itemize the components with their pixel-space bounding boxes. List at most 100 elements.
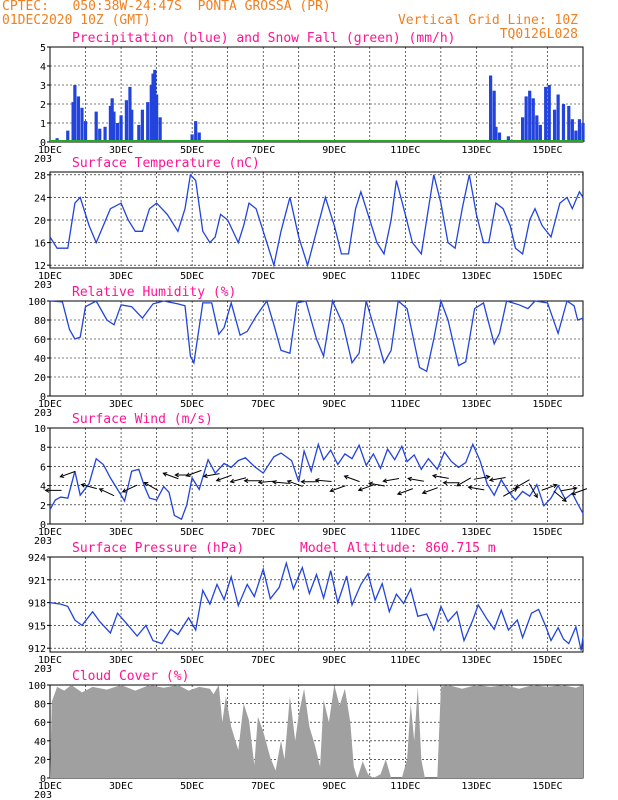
- x-tick-label: 11DEC: [390, 271, 420, 282]
- precip-bar: [497, 132, 502, 142]
- x-tick-label: 13DEC: [461, 781, 491, 792]
- x-tick-label: 15DEC: [532, 271, 562, 282]
- wind-arrow: [143, 482, 159, 491]
- x-year-label: 203: [34, 280, 52, 291]
- wind-arrow: [314, 478, 332, 483]
- precip-bar: [98, 128, 102, 142]
- x-tick-label: 13DEC: [461, 145, 491, 156]
- precip-bar: [570, 119, 574, 142]
- precip-bar: [538, 124, 542, 142]
- wind-arrow: [553, 490, 567, 502]
- x-tick-label: 3DEC: [109, 527, 133, 538]
- x-tick-label: 13DEC: [461, 655, 491, 666]
- x-tick-label: 3DEC: [109, 655, 133, 666]
- x-tick-label: 5DEC: [180, 271, 204, 282]
- y-tick-label: 2: [40, 100, 46, 111]
- y-tick-label: 2: [40, 501, 46, 512]
- y-tick-label: 60: [34, 335, 46, 346]
- humidity-frame: [49, 300, 584, 397]
- model-altitude-label: Model Altitude: 860.715 m: [300, 541, 496, 556]
- wind-arrow: [467, 485, 485, 491]
- wind-arrow: [59, 470, 76, 478]
- x-tick-label: 7DEC: [251, 655, 275, 666]
- wind-arrow: [473, 474, 491, 480]
- precip-bar: [535, 115, 539, 142]
- x-tick-label: 13DEC: [461, 271, 491, 282]
- precip-bar: [561, 104, 566, 142]
- humidity-line: [49, 298, 584, 373]
- pressure-line: [49, 560, 584, 651]
- x-tick-label: 9DEC: [322, 527, 346, 538]
- precip-bar: [151, 73, 155, 142]
- x-tick-label: 3DEC: [109, 145, 133, 156]
- wind-arrow: [357, 484, 374, 492]
- wind-arrow: [382, 477, 400, 483]
- x-tick-label: 7DEC: [251, 781, 275, 792]
- wind-arrow: [300, 479, 318, 485]
- precip-bar: [146, 102, 150, 142]
- x-tick-label: 7DEC: [251, 399, 275, 410]
- y-tick-label: 20: [34, 373, 46, 384]
- wind-arrow: [560, 486, 578, 492]
- cloud-panel: 0 20 40 60 80 100 1DEC 3DEC 5DEC 7DEC 9DEC 11DEC 13D…: [28, 669, 584, 800]
- y-tick-label: 915: [28, 621, 46, 632]
- y-tick-label: 1: [40, 119, 46, 130]
- precip-bar: [140, 109, 144, 142]
- x-tick-label: 13DEC: [461, 399, 491, 410]
- wind-arrow: [162, 472, 179, 480]
- x-tick-label: 1DEC: [38, 271, 62, 282]
- precip-bar: [524, 96, 528, 142]
- y-tick-label: 918: [28, 599, 46, 610]
- y-tick-label: 100: [28, 297, 46, 308]
- x-tick-label: 3DEC: [109, 271, 133, 282]
- x-tick-label: 7DEC: [251, 145, 275, 156]
- precip-bar: [506, 136, 510, 142]
- y-tick-label: 6: [40, 462, 46, 473]
- wind-arrow: [202, 473, 220, 479]
- precip-bar: [190, 134, 194, 142]
- y-tick-label: 80: [34, 316, 46, 327]
- x-tick-label: 5DEC: [180, 655, 204, 666]
- y-tick-label: 28: [34, 171, 46, 182]
- precip-bar: [130, 109, 134, 142]
- precip-bar: [71, 102, 75, 142]
- precip-bar: [574, 130, 578, 142]
- y-tick-label: 24: [34, 193, 46, 204]
- x-tick-label: 11DEC: [390, 527, 420, 538]
- precip-bar: [197, 132, 201, 142]
- humidity-title: Relative Humidity (%): [72, 285, 236, 300]
- x-tick-label: 5DEC: [180, 527, 204, 538]
- y-tick-label: 12: [34, 261, 46, 272]
- x-tick-label: 5DEC: [180, 399, 204, 410]
- x-tick-label: 9DEC: [322, 399, 346, 410]
- y-tick-label: 924: [28, 553, 46, 564]
- precip-bar: [155, 94, 159, 142]
- wind-arrow: [488, 476, 506, 483]
- x-year-label: 203: [34, 536, 52, 547]
- x-tick-label: 11DEC: [390, 781, 420, 792]
- wind-arrow: [514, 479, 530, 489]
- pressure-frame: [49, 556, 584, 653]
- x-tick-label: 15DEC: [532, 145, 562, 156]
- precip-bar: [128, 86, 132, 142]
- precip-title: Precipitation (blue) and Snow Fall (gree…: [72, 31, 456, 46]
- y-tick-label: 3: [40, 81, 46, 92]
- x-tick-label: 3DEC: [109, 781, 133, 792]
- y-tick-label: 0: [40, 138, 46, 149]
- x-tick-label: 7DEC: [251, 527, 275, 538]
- x-tick-label: 11DEC: [390, 145, 420, 156]
- precip-bar: [544, 86, 548, 142]
- y-tick-label: 0: [40, 392, 46, 403]
- wind-arrow: [407, 476, 424, 482]
- y-tick-label: 4: [40, 482, 46, 493]
- y-tick-label: 100: [28, 681, 46, 692]
- precip-panel: 0 1 2 3 4 5 1DEC 3DEC 5DEC 7DEC 9DEC 11DEC 13DEC 15DE…: [34, 31, 585, 165]
- precip-bar: [103, 126, 107, 142]
- precip-bar: [577, 119, 582, 142]
- wind-arrow: [286, 479, 303, 487]
- precip-bar: [115, 123, 120, 142]
- y-tick-label: 5: [40, 43, 46, 54]
- x-tick-label: 15DEC: [532, 399, 562, 410]
- wind-arrow: [229, 477, 247, 484]
- wind-arrow: [121, 484, 138, 493]
